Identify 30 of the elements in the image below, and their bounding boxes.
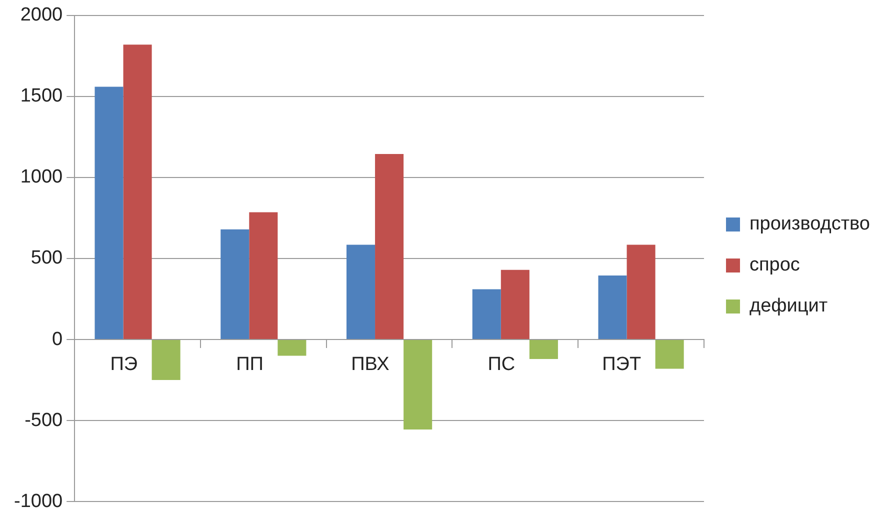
y-tick-label: 0: [52, 328, 63, 350]
bar: [94, 86, 124, 340]
legend-label: спрос: [749, 254, 800, 276]
bar: [375, 154, 404, 340]
bar: [529, 340, 558, 359]
x-tick-label: ПЭ: [110, 354, 138, 376]
bar: [404, 340, 432, 430]
y-tick-label: -1000: [14, 490, 63, 512]
bar: [220, 229, 250, 340]
bar: [152, 340, 180, 380]
legend-label: производство: [749, 214, 870, 235]
bar: [278, 340, 306, 356]
bar: [123, 44, 152, 340]
y-tick-label: 2000: [20, 4, 63, 26]
y-tick-label: 1500: [20, 86, 63, 107]
bar: [500, 270, 530, 340]
x-tick-label: ПС: [488, 354, 516, 376]
y-tick-label: 500: [30, 248, 63, 269]
bar: [626, 244, 656, 340]
bar: [346, 244, 376, 340]
x-tick-label: ПВХ: [351, 354, 390, 376]
bar: [249, 212, 278, 340]
y-tick-label: -500: [24, 410, 63, 431]
bar: [598, 276, 627, 340]
x-tick-label: ПЭТ: [602, 354, 642, 376]
bar: [472, 289, 501, 340]
legend-label: дефицит: [749, 296, 828, 317]
bar: [655, 340, 684, 369]
x-tick-label: ПП: [236, 354, 264, 376]
y-tick-label: 1000: [20, 166, 63, 188]
